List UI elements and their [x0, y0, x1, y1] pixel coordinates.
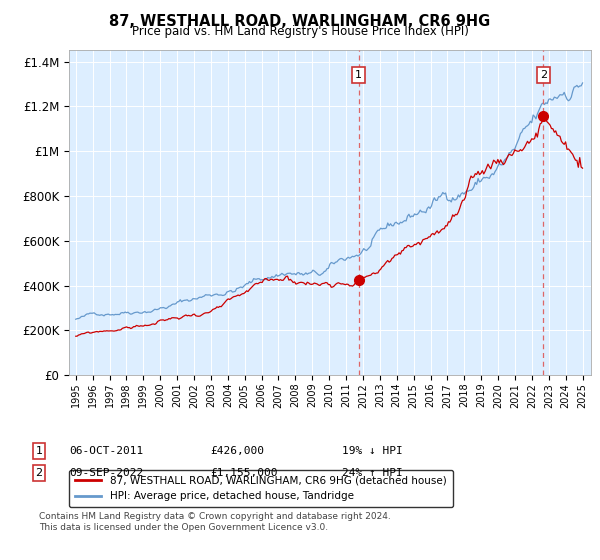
- Text: 2: 2: [35, 468, 43, 478]
- Text: Price paid vs. HM Land Registry's House Price Index (HPI): Price paid vs. HM Land Registry's House …: [131, 25, 469, 38]
- Text: 19% ↓ HPI: 19% ↓ HPI: [342, 446, 403, 456]
- Text: 24% ↑ HPI: 24% ↑ HPI: [342, 468, 403, 478]
- Text: 1: 1: [355, 70, 362, 80]
- Text: 06-OCT-2011: 06-OCT-2011: [69, 446, 143, 456]
- Text: 09-SEP-2022: 09-SEP-2022: [69, 468, 143, 478]
- Legend: 87, WESTHALL ROAD, WARLINGHAM, CR6 9HG (detached house), HPI: Average price, det: 87, WESTHALL ROAD, WARLINGHAM, CR6 9HG (…: [69, 470, 452, 507]
- Text: 1: 1: [35, 446, 43, 456]
- Text: 2: 2: [539, 70, 547, 80]
- Text: £426,000: £426,000: [210, 446, 264, 456]
- Text: 87, WESTHALL ROAD, WARLINGHAM, CR6 9HG: 87, WESTHALL ROAD, WARLINGHAM, CR6 9HG: [109, 14, 491, 29]
- Text: £1,155,000: £1,155,000: [210, 468, 277, 478]
- Text: Contains HM Land Registry data © Crown copyright and database right 2024.
This d: Contains HM Land Registry data © Crown c…: [39, 512, 391, 532]
